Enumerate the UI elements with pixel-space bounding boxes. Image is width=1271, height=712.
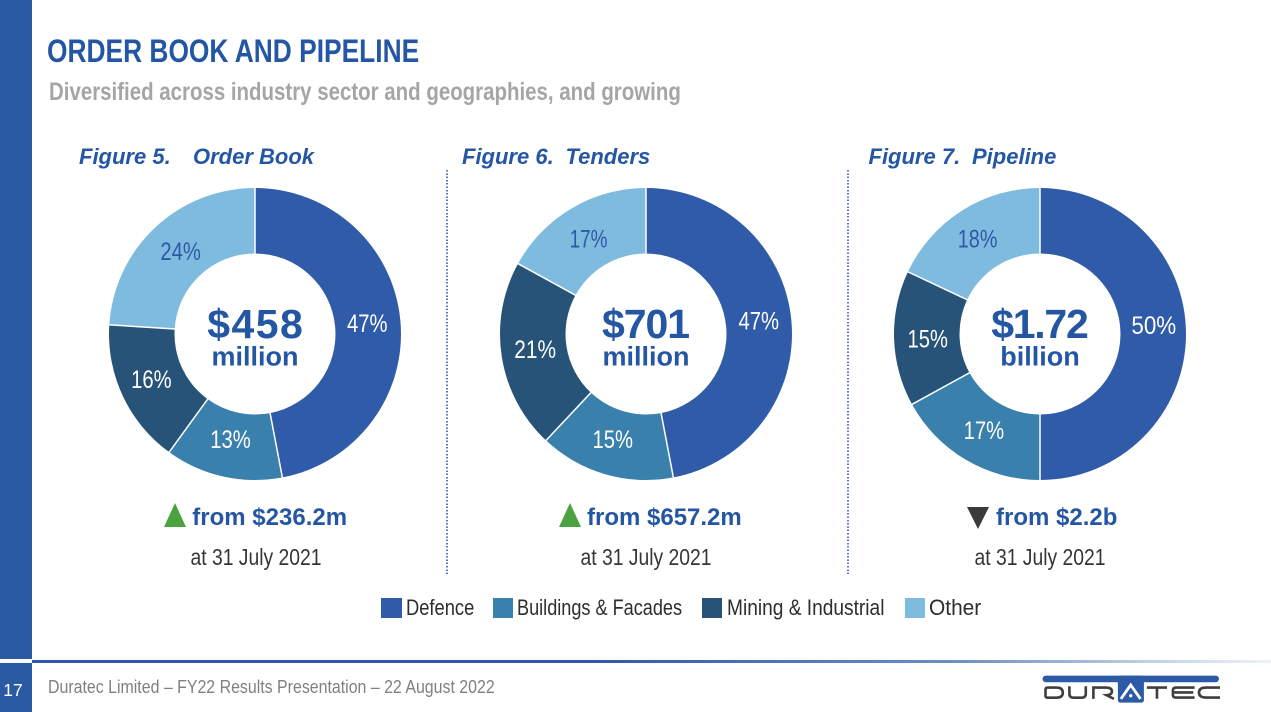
svg-text:47%: 47%	[347, 310, 388, 338]
svg-text:million: million	[603, 342, 690, 372]
svg-text:$701: $701	[602, 301, 690, 347]
svg-text:21%: 21%	[515, 336, 557, 364]
svg-text:million: million	[212, 342, 299, 372]
svg-text:$1.72: $1.72	[991, 301, 1089, 347]
svg-text:17%: 17%	[570, 225, 608, 253]
svg-text:$458: $458	[208, 301, 304, 347]
svg-text:24%: 24%	[161, 238, 202, 266]
svg-text:50%: 50%	[1131, 312, 1176, 340]
svg-text:16%: 16%	[131, 366, 172, 394]
svg-text:15%: 15%	[907, 326, 947, 354]
svg-text:billion: billion	[1000, 342, 1079, 372]
svg-text:18%: 18%	[957, 225, 997, 253]
svg-text:47%: 47%	[739, 308, 780, 336]
svg-text:13%: 13%	[211, 426, 252, 454]
svg-text:17%: 17%	[963, 417, 1004, 445]
svg-text:15%: 15%	[593, 426, 634, 454]
